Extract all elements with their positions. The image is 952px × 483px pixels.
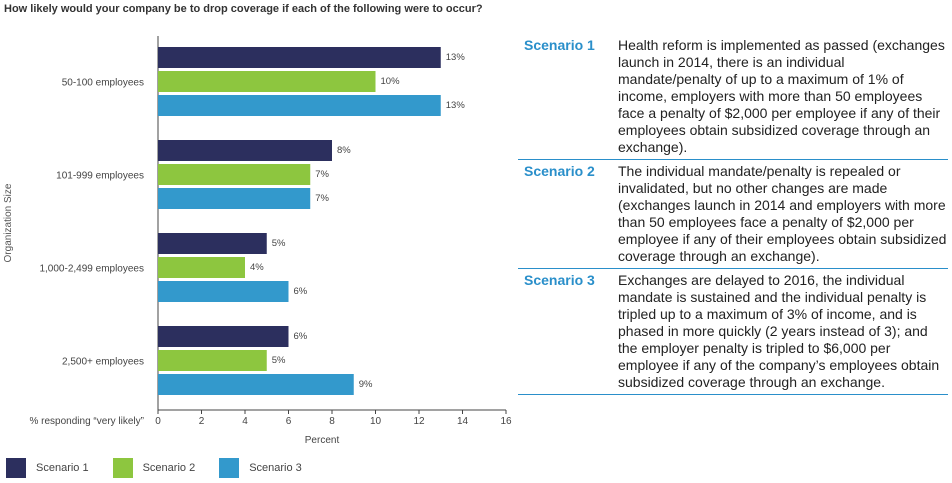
data-label: 6% bbox=[294, 286, 308, 297]
bar bbox=[158, 233, 267, 254]
chart-legend: Scenario 1 Scenario 2 Scenario 3 bbox=[6, 458, 326, 478]
bar bbox=[158, 140, 332, 161]
x-tick-label: 6 bbox=[286, 416, 292, 427]
x-tick-label: 4 bbox=[242, 416, 248, 427]
x-tick-label: 12 bbox=[413, 416, 425, 427]
x-axis-prefix-label: % responding “very likely” bbox=[30, 416, 145, 427]
bar bbox=[158, 281, 289, 302]
bar bbox=[158, 374, 354, 395]
bar bbox=[158, 326, 289, 347]
category-label: 50-100 employees bbox=[62, 78, 144, 89]
scenario-label: Scenario 2 bbox=[524, 163, 595, 179]
bar bbox=[158, 71, 376, 92]
scenario-row-1: Scenario 1 Health reform is implemented … bbox=[518, 34, 948, 160]
bar-chart: Organization Size 50-100 employees 13% 10% 1… bbox=[3, 36, 512, 446]
scenario-text: Health reform is implemented as passed (… bbox=[618, 37, 945, 155]
scenario-label: Scenario 3 bbox=[524, 272, 595, 288]
scenario-label: Scenario 1 bbox=[524, 37, 595, 53]
scenario-descriptions: Scenario 1 Health reform is implemented … bbox=[518, 34, 948, 395]
bar bbox=[158, 47, 441, 68]
data-label: 5% bbox=[272, 355, 286, 366]
x-tick-label: 8 bbox=[329, 416, 335, 427]
data-label: 4% bbox=[250, 262, 264, 273]
data-label: 7% bbox=[315, 169, 329, 180]
legend-item-scenario-3: Scenario 3 bbox=[219, 458, 302, 478]
x-tick-label: 10 bbox=[370, 416, 382, 427]
category-label: 2,500+ employees bbox=[62, 357, 144, 368]
data-label: 8% bbox=[337, 145, 351, 156]
bar bbox=[158, 257, 245, 278]
scenario-text: Exchanges are delayed to 2016, the indiv… bbox=[618, 272, 940, 390]
data-label: 13% bbox=[446, 52, 466, 63]
x-tick-label: 2 bbox=[199, 416, 205, 427]
bar bbox=[158, 350, 267, 371]
scenario-row-3: Scenario 3 Exchanges are delayed to 2016… bbox=[518, 269, 948, 395]
data-label: 9% bbox=[359, 379, 373, 390]
legend-item-scenario-2: Scenario 2 bbox=[112, 458, 196, 478]
data-label: 5% bbox=[272, 238, 286, 249]
data-label: 13% bbox=[446, 100, 466, 111]
bar bbox=[158, 164, 311, 185]
bar bbox=[158, 188, 311, 209]
data-label: 10% bbox=[381, 76, 401, 87]
chart-title: How likely would your company be to drop… bbox=[4, 3, 483, 15]
data-label: 6% bbox=[294, 331, 308, 342]
category-label: 1,000-2,499 employees bbox=[39, 264, 144, 275]
scenario-text: The individual mandate/penalty is repeal… bbox=[618, 163, 947, 264]
y-axis-title: Organization Size bbox=[3, 183, 14, 262]
legend-swatch bbox=[6, 458, 26, 478]
legend-label: Scenario 3 bbox=[249, 462, 302, 474]
legend-item-scenario-1: Scenario 1 bbox=[6, 458, 89, 478]
x-axis-title: Percent bbox=[305, 435, 340, 446]
legend-label: Scenario 1 bbox=[36, 462, 89, 474]
scenario-row-2: Scenario 2 The individual mandate/penalt… bbox=[518, 160, 948, 269]
x-tick-label: 16 bbox=[500, 416, 512, 427]
data-label: 7% bbox=[315, 193, 329, 204]
x-tick-label: 0 bbox=[155, 416, 161, 427]
category-label: 101-999 employees bbox=[56, 171, 144, 182]
legend-swatch bbox=[112, 458, 133, 478]
legend-label: Scenario 2 bbox=[142, 462, 196, 474]
bar bbox=[158, 95, 441, 116]
legend-swatch bbox=[219, 458, 240, 478]
x-tick-label: 14 bbox=[457, 416, 469, 427]
